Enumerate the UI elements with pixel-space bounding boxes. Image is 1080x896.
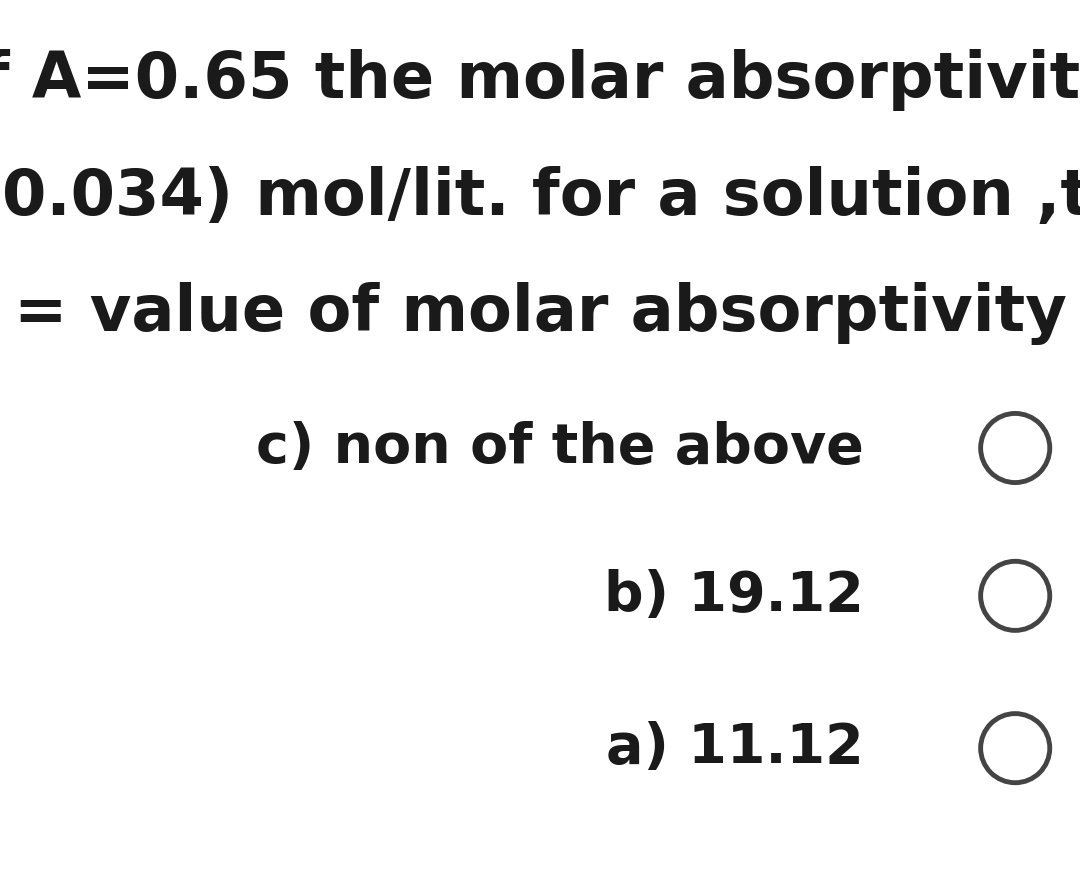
Text: b) 19.12: b) 19.12	[604, 569, 864, 623]
Text: c) non of the above: c) non of the above	[256, 421, 864, 475]
Text: a) 11.12: a) 11.12	[606, 721, 864, 775]
Text: = value of molar absorptivity: = value of molar absorptivity	[14, 282, 1066, 345]
Text: If A=0.65 the molar absorptivity: If A=0.65 the molar absorptivity	[0, 49, 1080, 112]
Text: of(0.034) mol/lit. for a solution ,the: of(0.034) mol/lit. for a solution ,the	[0, 166, 1080, 228]
